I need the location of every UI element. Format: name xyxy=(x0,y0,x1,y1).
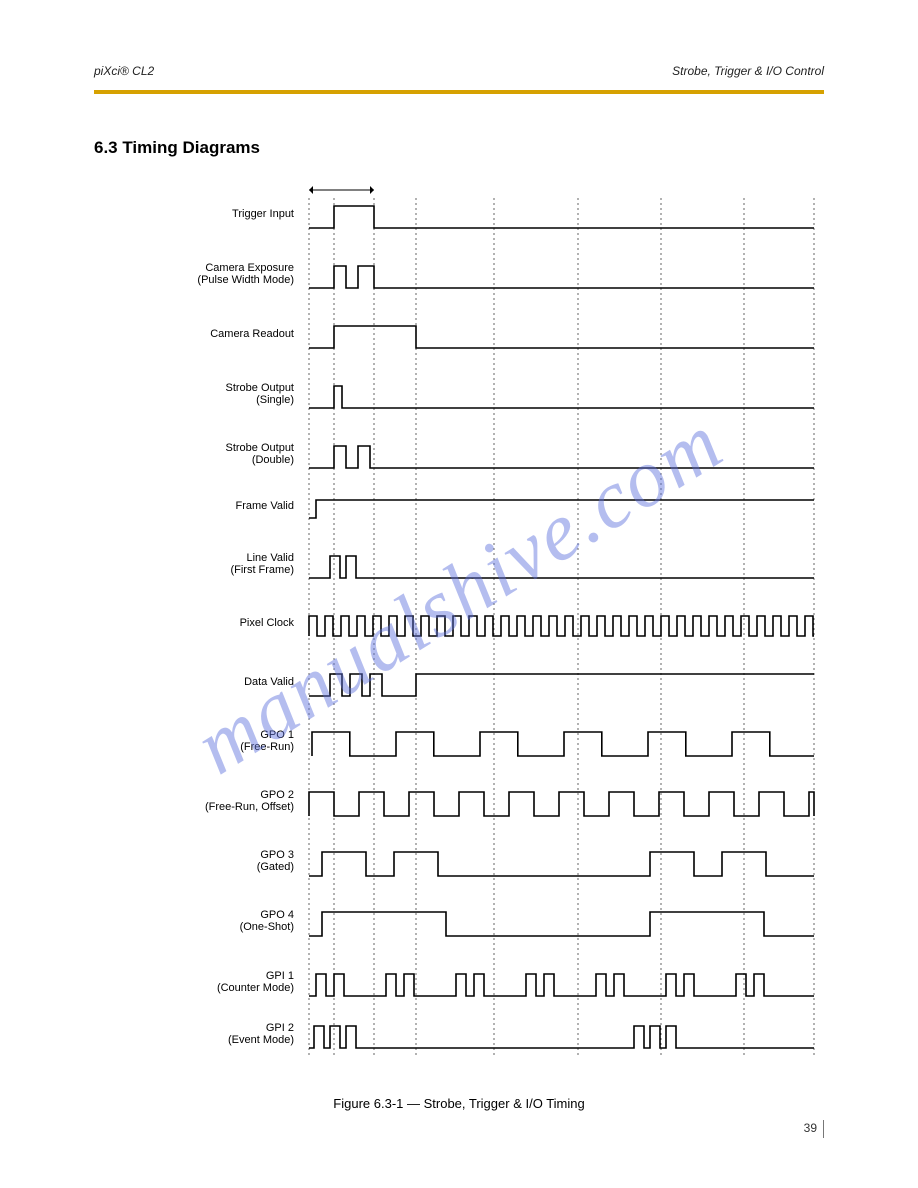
svg-text:(Double): (Double) xyxy=(252,454,294,466)
section-title: 6.3 Timing Diagrams xyxy=(94,138,260,158)
header-rule xyxy=(94,90,824,94)
page-number: 39 xyxy=(804,1120,824,1138)
svg-text:(Single): (Single) xyxy=(256,394,294,406)
page-number-value: 39 xyxy=(804,1121,817,1135)
svg-text:(One-Shot): (One-Shot) xyxy=(240,921,294,933)
svg-text:(Gated): (Gated) xyxy=(257,861,294,873)
timing-svg: Trigger Input Camera Exposure(Pulse Width… xyxy=(94,178,824,1078)
svg-text:Trigger Input: Trigger Input xyxy=(232,208,294,220)
svg-text:(First Frame): (First Frame) xyxy=(230,564,294,576)
timing-diagram: Trigger Input Camera Exposure(Pulse Width… xyxy=(94,178,824,1078)
svg-text:(Pulse Width Mode): (Pulse Width Mode) xyxy=(197,274,294,286)
svg-text:GPI 1: GPI 1 xyxy=(266,970,294,982)
svg-text:(Free-Run, Offset): (Free-Run, Offset) xyxy=(205,801,294,813)
page-number-bar xyxy=(823,1120,824,1138)
svg-text:Pixel Clock: Pixel Clock xyxy=(240,617,295,629)
svg-text:Strobe Output: Strobe Output xyxy=(226,382,295,394)
svg-text:(Counter Mode): (Counter Mode) xyxy=(217,982,294,994)
figure-caption: Figure 6.3-1 — Strobe, Trigger & I/O Tim… xyxy=(0,1096,918,1111)
page: piXci® CL2 Strobe, Trigger & I/O Control… xyxy=(0,0,918,1188)
svg-text:GPO 1: GPO 1 xyxy=(260,729,294,741)
svg-text:(Free-Run): (Free-Run) xyxy=(240,741,294,753)
svg-text:Data Valid: Data Valid xyxy=(244,676,294,688)
svg-text:Line Valid: Line Valid xyxy=(247,552,295,564)
svg-text:Frame Valid: Frame Valid xyxy=(236,500,294,512)
header-right: Strobe, Trigger & I/O Control xyxy=(672,64,824,78)
svg-text:Camera Readout: Camera Readout xyxy=(210,328,294,340)
header-left: piXci® CL2 xyxy=(94,64,154,78)
svg-text:GPO 3: GPO 3 xyxy=(260,849,294,861)
svg-text:Camera Exposure: Camera Exposure xyxy=(205,262,294,274)
svg-text:Strobe Output: Strobe Output xyxy=(226,442,295,454)
svg-text:GPO 4: GPO 4 xyxy=(260,909,294,921)
svg-text:GPI 2: GPI 2 xyxy=(266,1022,294,1034)
svg-text:GPO 2: GPO 2 xyxy=(260,789,294,801)
svg-text:(Event Mode): (Event Mode) xyxy=(228,1034,294,1046)
